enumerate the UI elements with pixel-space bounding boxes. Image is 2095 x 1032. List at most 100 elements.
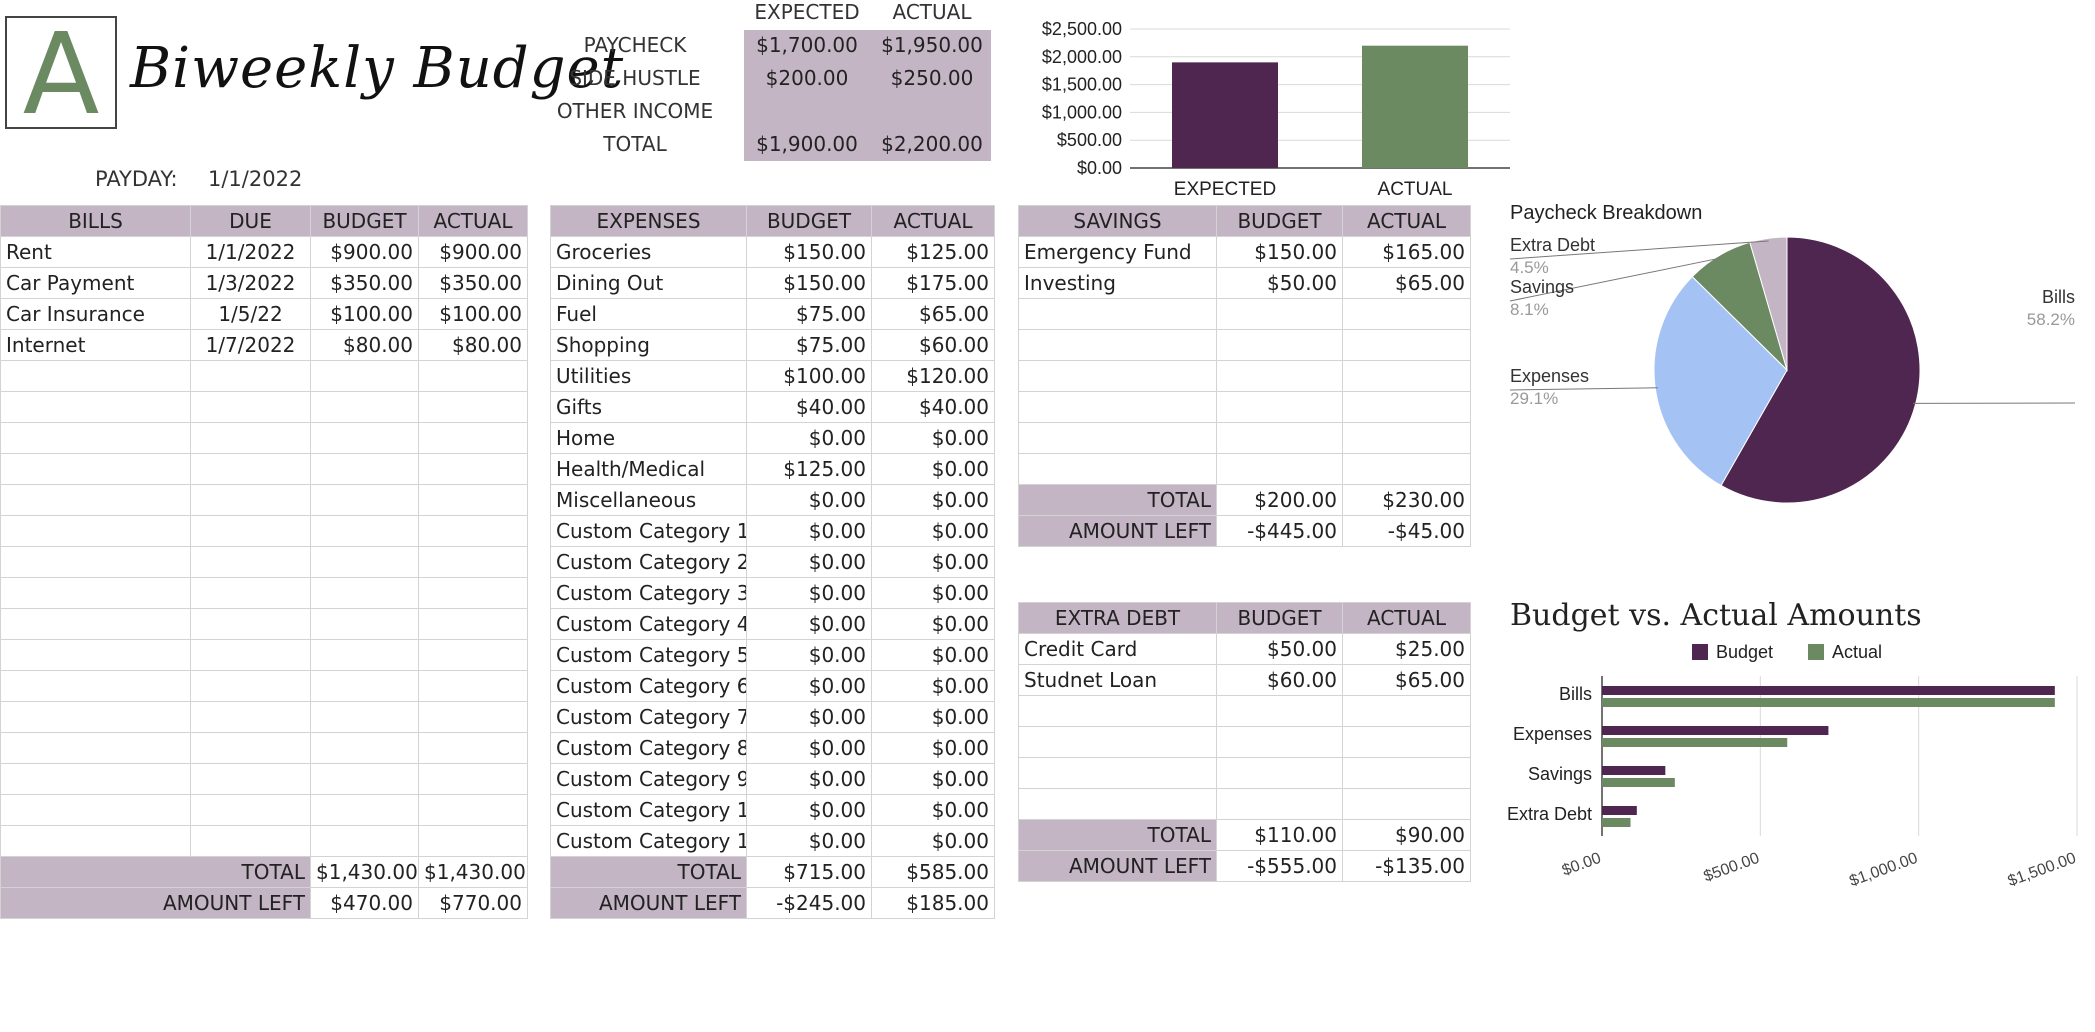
expenses-amount-left-budget[interactable]: -$245.00	[746, 887, 872, 919]
expenses-cell[interactable]: $0.00	[871, 670, 995, 702]
savings-total-actual[interactable]: $230.00	[1342, 484, 1471, 516]
expenses-cell[interactable]: Custom Category 8	[550, 732, 747, 764]
savings-cell[interactable]	[1342, 329, 1471, 361]
savings-cell[interactable]	[1342, 422, 1471, 454]
bills-cell[interactable]	[418, 701, 528, 733]
extra-debt-cell[interactable]: Credit Card	[1018, 633, 1217, 665]
savings-total-budget[interactable]: $200.00	[1216, 484, 1343, 516]
expenses-cell[interactable]: Custom Category 7	[550, 701, 747, 733]
bills-cell[interactable]	[310, 763, 419, 795]
bills-cell[interactable]	[0, 391, 191, 423]
income-expected-value[interactable]: $1,900.00	[756, 132, 858, 156]
bills-cell[interactable]	[0, 608, 191, 640]
expenses-cell[interactable]: $0.00	[871, 515, 995, 547]
savings-cell[interactable]: $165.00	[1342, 236, 1471, 268]
bills-amount-left-budget[interactable]: $470.00	[310, 887, 419, 919]
bills-cell[interactable]	[190, 608, 311, 640]
expenses-cell[interactable]: $0.00	[746, 732, 872, 764]
bills-cell[interactable]	[418, 546, 528, 578]
expenses-cell[interactable]: Gifts	[550, 391, 747, 423]
extra-debt-cell[interactable]	[1216, 757, 1343, 789]
extra-debt-amount-left-actual[interactable]: -$135.00	[1342, 850, 1471, 882]
bills-cell[interactable]	[310, 794, 419, 826]
expenses-cell[interactable]: $65.00	[871, 298, 995, 330]
expenses-cell[interactable]: $150.00	[746, 236, 872, 268]
expenses-total-budget[interactable]: $715.00	[746, 856, 872, 888]
bills-cell[interactable]	[310, 546, 419, 578]
savings-cell[interactable]	[1216, 422, 1343, 454]
payday-value[interactable]: 1/1/2022	[208, 167, 303, 191]
expenses-cell[interactable]: $0.00	[871, 794, 995, 826]
expenses-cell[interactable]: $0.00	[871, 701, 995, 733]
bills-cell[interactable]	[418, 391, 528, 423]
bills-cell[interactable]	[418, 763, 528, 795]
bills-cell[interactable]	[0, 794, 191, 826]
bills-cell[interactable]	[0, 825, 191, 857]
expenses-cell[interactable]: Custom Category 2	[550, 546, 747, 578]
bills-cell[interactable]	[0, 484, 191, 516]
expenses-cell[interactable]: Custom Category 4	[550, 608, 747, 640]
expenses-cell[interactable]: $0.00	[871, 639, 995, 671]
expenses-cell[interactable]: Dining Out	[550, 267, 747, 299]
extra-debt-cell[interactable]: $25.00	[1342, 633, 1471, 665]
bills-cell[interactable]	[190, 794, 311, 826]
bills-cell[interactable]	[418, 608, 528, 640]
extra-debt-cell[interactable]	[1342, 757, 1471, 789]
extra-debt-amount-left-budget[interactable]: -$555.00	[1216, 850, 1343, 882]
bills-total-budget[interactable]: $1,430.00	[310, 856, 419, 888]
expenses-cell[interactable]: $0.00	[871, 453, 995, 485]
bills-cell[interactable]	[418, 639, 528, 671]
bills-cell[interactable]	[0, 670, 191, 702]
income-actual-value[interactable]: $250.00	[890, 66, 974, 90]
expenses-cell[interactable]: $0.00	[746, 670, 872, 702]
expenses-cell[interactable]: $60.00	[871, 329, 995, 361]
savings-amount-left-actual[interactable]: -$45.00	[1342, 515, 1471, 547]
extra-debt-cell[interactable]	[1018, 695, 1217, 727]
savings-cell[interactable]	[1018, 298, 1217, 330]
expenses-cell[interactable]: Custom Category 3	[550, 577, 747, 609]
bills-cell[interactable]: 1/5/22	[190, 298, 311, 330]
expenses-cell[interactable]: Custom Category 11	[550, 825, 747, 857]
bills-cell[interactable]	[190, 825, 311, 857]
bills-cell[interactable]	[0, 546, 191, 578]
savings-cell[interactable]	[1018, 360, 1217, 392]
bills-cell[interactable]	[0, 763, 191, 795]
expenses-cell[interactable]: $0.00	[871, 546, 995, 578]
extra-debt-cell[interactable]	[1018, 726, 1217, 758]
bills-cell[interactable]	[190, 701, 311, 733]
bills-cell[interactable]	[190, 546, 311, 578]
expenses-cell[interactable]: $100.00	[746, 360, 872, 392]
expenses-cell[interactable]: Utilities	[550, 360, 747, 392]
extra-debt-cell[interactable]	[1216, 788, 1343, 820]
expenses-cell[interactable]: Custom Category 1	[550, 515, 747, 547]
bills-cell[interactable]	[190, 763, 311, 795]
expenses-cell[interactable]: $0.00	[746, 422, 872, 454]
savings-cell[interactable]: Emergency Fund	[1018, 236, 1217, 268]
bills-cell[interactable]: $350.00	[310, 267, 419, 299]
bills-cell[interactable]	[310, 732, 419, 764]
expenses-cell[interactable]: $0.00	[871, 608, 995, 640]
expenses-cell[interactable]: $125.00	[746, 453, 872, 485]
bills-cell[interactable]: $350.00	[418, 267, 528, 299]
savings-amount-left-budget[interactable]: -$445.00	[1216, 515, 1343, 547]
bills-cell[interactable]	[0, 453, 191, 485]
bills-cell[interactable]: $80.00	[418, 329, 528, 361]
bills-cell[interactable]	[0, 360, 191, 392]
bills-cell[interactable]	[0, 639, 191, 671]
savings-cell[interactable]	[1342, 298, 1471, 330]
savings-cell[interactable]	[1216, 360, 1343, 392]
bills-cell[interactable]	[190, 484, 311, 516]
bills-amount-left-actual[interactable]: $770.00	[418, 887, 528, 919]
bills-cell[interactable]	[190, 639, 311, 671]
income-expected-value[interactable]: $1,700.00	[756, 33, 858, 57]
bills-cell[interactable]	[418, 577, 528, 609]
extra-debt-cell[interactable]: $65.00	[1342, 664, 1471, 696]
expenses-cell[interactable]: Shopping	[550, 329, 747, 361]
expenses-amount-left-actual[interactable]: $185.00	[871, 887, 995, 919]
income-expected-value[interactable]: $200.00	[765, 66, 849, 90]
bills-cell[interactable]	[190, 577, 311, 609]
bills-cell[interactable]: $80.00	[310, 329, 419, 361]
bills-cell[interactable]	[0, 701, 191, 733]
bills-cell[interactable]: Car Payment	[0, 267, 191, 299]
savings-cell[interactable]: $65.00	[1342, 267, 1471, 299]
